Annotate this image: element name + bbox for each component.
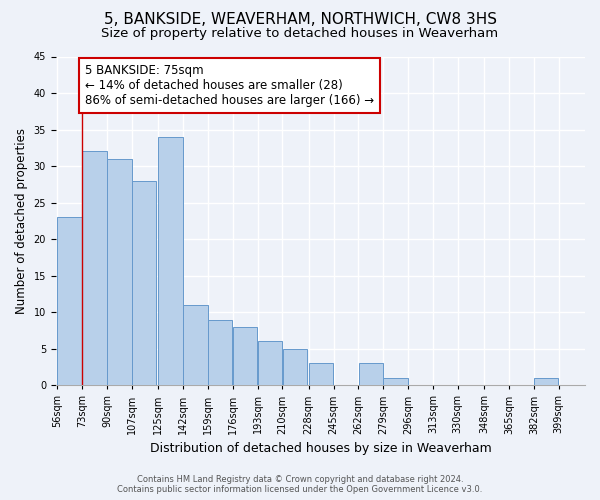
Text: Contains HM Land Registry data © Crown copyright and database right 2024.
Contai: Contains HM Land Registry data © Crown c… xyxy=(118,474,482,494)
Bar xyxy=(208,320,232,386)
Bar xyxy=(58,217,82,386)
Bar xyxy=(132,180,157,386)
Bar xyxy=(534,378,559,386)
Bar xyxy=(359,364,383,386)
X-axis label: Distribution of detached houses by size in Weaverham: Distribution of detached houses by size … xyxy=(149,442,491,455)
Bar xyxy=(283,348,307,386)
Text: 5 BANKSIDE: 75sqm
← 14% of detached houses are smaller (28)
86% of semi-detached: 5 BANKSIDE: 75sqm ← 14% of detached hous… xyxy=(85,64,374,107)
Bar xyxy=(158,137,183,386)
Bar xyxy=(383,378,408,386)
Bar xyxy=(82,152,107,386)
Bar xyxy=(107,159,131,386)
Bar xyxy=(309,364,334,386)
Bar xyxy=(233,327,257,386)
Text: 5, BANKSIDE, WEAVERHAM, NORTHWICH, CW8 3HS: 5, BANKSIDE, WEAVERHAM, NORTHWICH, CW8 3… xyxy=(104,12,497,28)
Text: Size of property relative to detached houses in Weaverham: Size of property relative to detached ho… xyxy=(101,28,499,40)
Bar xyxy=(258,342,282,386)
Y-axis label: Number of detached properties: Number of detached properties xyxy=(15,128,28,314)
Bar xyxy=(183,305,208,386)
